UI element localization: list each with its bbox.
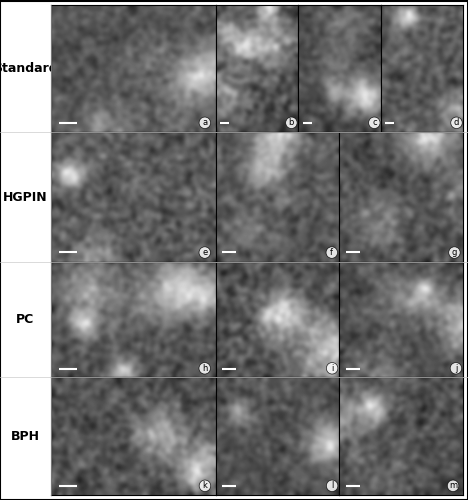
Text: k: k <box>203 482 207 490</box>
Text: h: h <box>202 364 207 373</box>
Text: c: c <box>372 118 377 128</box>
Text: m: m <box>449 482 457 490</box>
Text: d: d <box>454 118 459 128</box>
Text: BPH: BPH <box>11 430 40 442</box>
Text: e: e <box>202 248 207 257</box>
Text: PC: PC <box>16 314 34 326</box>
Text: b: b <box>289 118 294 128</box>
Text: Standard: Standard <box>0 62 58 75</box>
Text: 2: 2 <box>53 8 59 18</box>
Text: j: j <box>455 364 457 373</box>
Text: f: f <box>330 248 333 257</box>
Text: l: l <box>331 482 333 490</box>
Text: a: a <box>202 118 207 128</box>
Text: i: i <box>331 364 333 373</box>
Text: g: g <box>452 248 457 257</box>
Text: HGPIN: HGPIN <box>3 191 48 204</box>
